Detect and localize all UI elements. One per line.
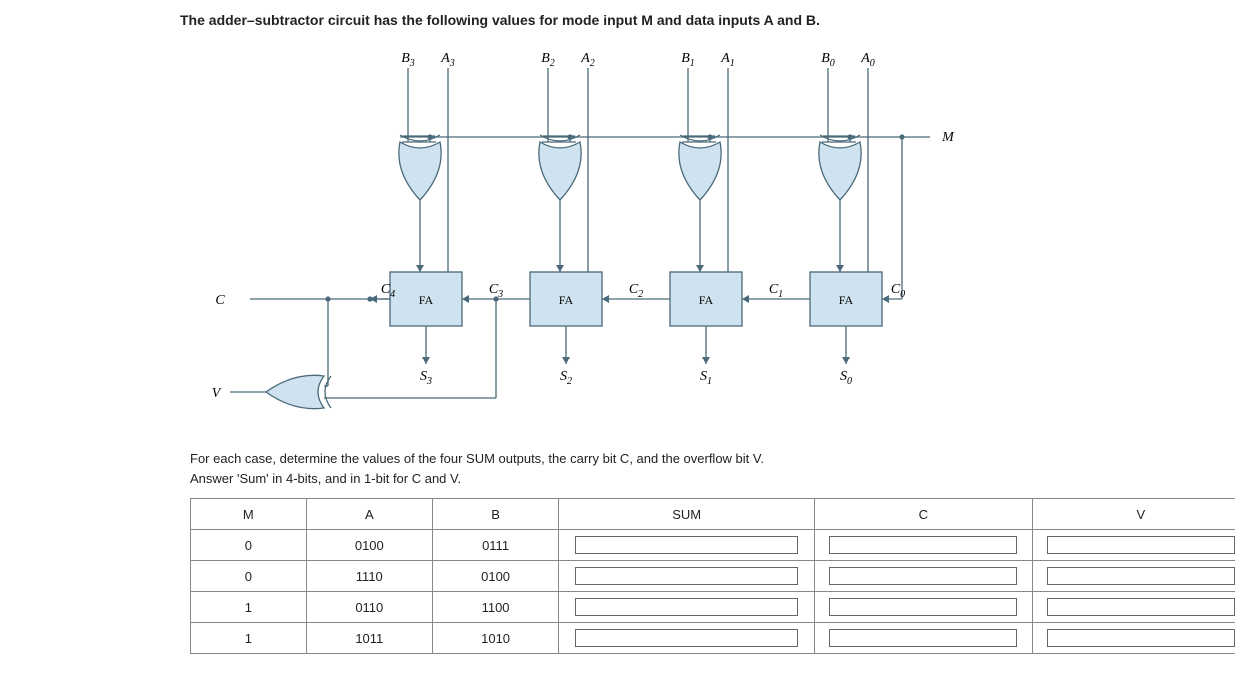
- cell-a: 1011: [306, 623, 432, 654]
- svg-text:A3: A3: [440, 51, 455, 69]
- cell-m: 0: [191, 530, 307, 561]
- v-cell: [1032, 561, 1235, 592]
- svg-text:C0: C0: [891, 282, 905, 300]
- header-m: M: [191, 499, 307, 530]
- c-cell: [815, 561, 1032, 592]
- c-cell: [815, 530, 1032, 561]
- table-row: 001000111: [191, 530, 1235, 561]
- c-cell: [815, 592, 1032, 623]
- header-sum: SUM: [559, 499, 815, 530]
- svg-text:S1: S1: [700, 369, 712, 387]
- header-v: V: [1032, 499, 1235, 530]
- page-title: The adder–subtractor circuit has the fol…: [180, 12, 1215, 28]
- c-cell: [815, 623, 1032, 654]
- v-cell: [1032, 592, 1235, 623]
- svg-text:C1: C1: [769, 282, 783, 300]
- cell-m: 1: [191, 623, 307, 654]
- cell-a: 0100: [306, 530, 432, 561]
- svg-text:C2: C2: [629, 282, 643, 300]
- c-input[interactable]: [829, 536, 1017, 554]
- svg-text:S0: S0: [840, 369, 852, 387]
- sum-input[interactable]: [575, 598, 798, 616]
- cell-b: 1010: [432, 623, 558, 654]
- svg-text:S2: S2: [560, 369, 572, 387]
- sum-cell: [559, 561, 815, 592]
- sum-input[interactable]: [575, 567, 798, 585]
- table-row: 011100100: [191, 561, 1235, 592]
- v-input[interactable]: [1047, 536, 1235, 554]
- c-input[interactable]: [829, 598, 1017, 616]
- header-c: C: [815, 499, 1032, 530]
- v-cell: [1032, 530, 1235, 561]
- sum-cell: [559, 623, 815, 654]
- sum-input[interactable]: [575, 536, 798, 554]
- c-input[interactable]: [829, 629, 1017, 647]
- header-a: A: [306, 499, 432, 530]
- svg-text:A0: A0: [860, 51, 875, 69]
- cell-b: 1100: [432, 592, 558, 623]
- svg-text:FA: FA: [419, 293, 434, 307]
- instructions: For each case, determine the values of t…: [190, 449, 1215, 488]
- instructions-line-2: Answer 'Sum' in 4-bits, and in 1-bit for…: [190, 471, 461, 486]
- circuit-diagram: MB3A3FAS3C4CC3B2A2FAS2C2B1A1FAS1C1B0A0FA…: [190, 42, 1215, 425]
- c-input[interactable]: [829, 567, 1017, 585]
- svg-text:FA: FA: [699, 293, 714, 307]
- answer-table: M A B SUM C V 00100011101110010010110110…: [190, 498, 1235, 654]
- svg-text:S3: S3: [420, 369, 432, 387]
- header-b: B: [432, 499, 558, 530]
- table-header-row: M A B SUM C V: [191, 499, 1235, 530]
- svg-text:V: V: [212, 386, 222, 401]
- svg-text:B3: B3: [401, 51, 415, 69]
- svg-text:A1: A1: [720, 51, 735, 69]
- instructions-line-1: For each case, determine the values of t…: [190, 451, 764, 466]
- svg-text:B2: B2: [541, 51, 555, 69]
- cell-m: 0: [191, 561, 307, 592]
- svg-text:FA: FA: [839, 293, 854, 307]
- v-input[interactable]: [1047, 567, 1235, 585]
- v-cell: [1032, 623, 1235, 654]
- table-row: 110111010: [191, 623, 1235, 654]
- svg-text:B1: B1: [681, 51, 695, 69]
- v-input[interactable]: [1047, 629, 1235, 647]
- cell-b: 0100: [432, 561, 558, 592]
- cell-m: 1: [191, 592, 307, 623]
- cell-a: 0110: [306, 592, 432, 623]
- svg-text:B0: B0: [821, 51, 835, 69]
- cell-b: 0111: [432, 530, 558, 561]
- cell-a: 1110: [306, 561, 432, 592]
- v-input[interactable]: [1047, 598, 1235, 616]
- sum-input[interactable]: [575, 629, 798, 647]
- sum-cell: [559, 530, 815, 561]
- svg-text:M: M: [941, 130, 955, 145]
- svg-text:A2: A2: [580, 51, 595, 69]
- svg-text:FA: FA: [559, 293, 574, 307]
- svg-text:C: C: [215, 293, 225, 308]
- table-row: 101101100: [191, 592, 1235, 623]
- sum-cell: [559, 592, 815, 623]
